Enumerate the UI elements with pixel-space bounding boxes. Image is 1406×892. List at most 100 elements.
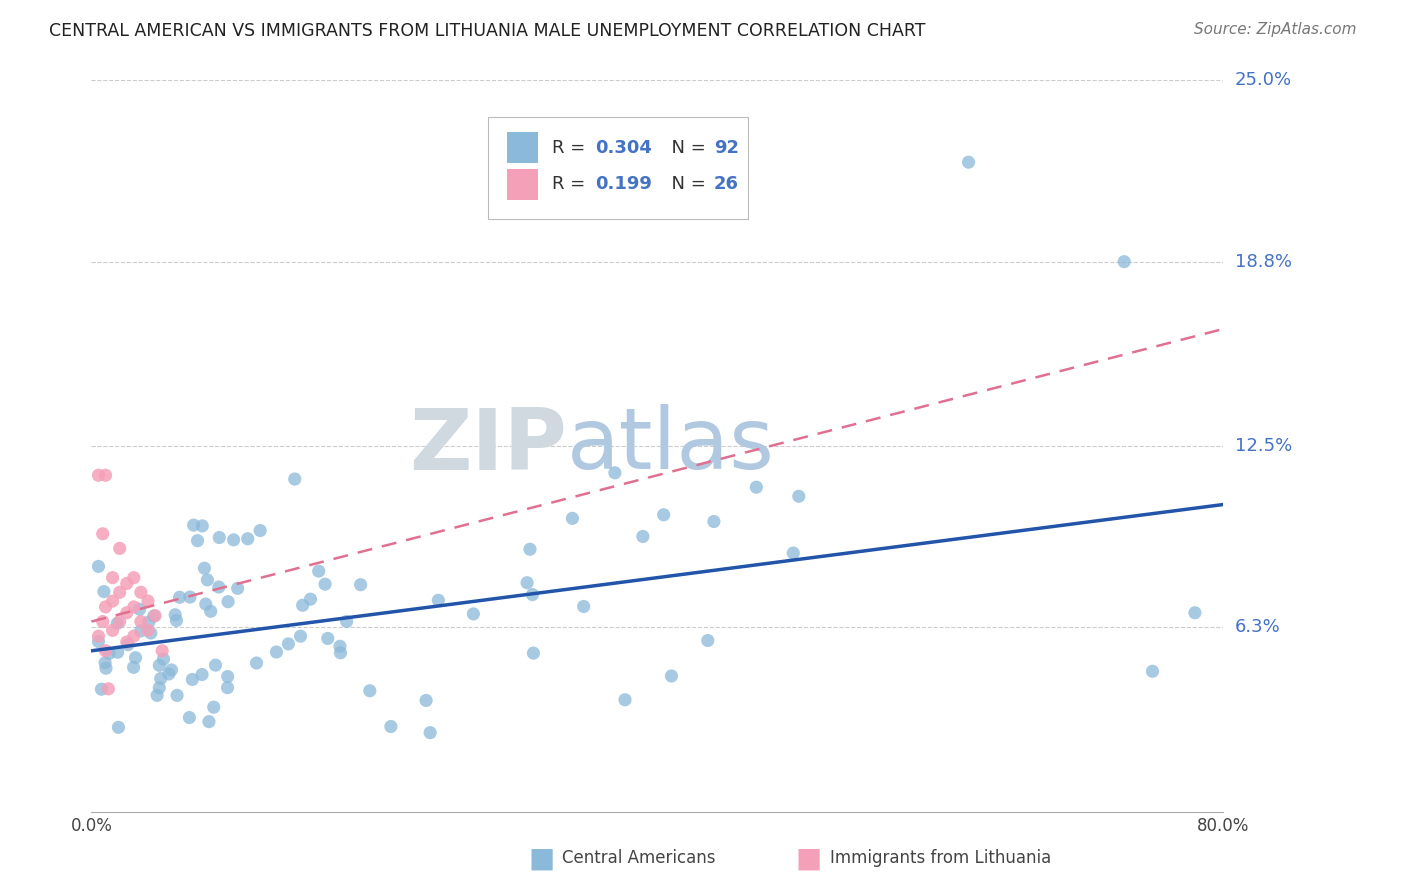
Point (87, 559, 110, 574)
Point (148, 658, 170, 673)
Point (217, 681, 239, 695)
Text: 12.5%: 12.5% (1234, 437, 1292, 455)
Text: N =: N = (659, 175, 711, 194)
Point (94, 644, 117, 658)
Text: N =: N = (659, 138, 711, 157)
Point (226, 582, 249, 596)
Point (359, 683, 381, 698)
Point (157, 667, 180, 681)
Point (128, 602, 150, 616)
Point (614, 693, 637, 707)
Point (572, 599, 595, 614)
Point (91, 615, 114, 629)
Point (150, 644, 173, 658)
Point (124, 650, 146, 665)
Point (200, 604, 222, 618)
Point (202, 700, 225, 714)
Point (290, 629, 312, 643)
Point (661, 669, 683, 683)
Text: 92: 92 (714, 138, 740, 157)
Point (179, 710, 201, 724)
Point (94, 661, 117, 675)
Point (217, 669, 239, 683)
Point (1114, 254, 1136, 268)
Point (87, 629, 110, 643)
Point (336, 615, 359, 629)
Text: 0.304: 0.304 (595, 138, 652, 157)
Point (101, 571, 124, 585)
Point (299, 592, 322, 607)
Point (142, 609, 165, 624)
Point (191, 519, 214, 533)
Point (222, 533, 245, 547)
Point (329, 646, 352, 660)
Point (90, 682, 112, 697)
Point (696, 633, 718, 648)
Point (380, 720, 402, 734)
Point (427, 593, 450, 607)
Text: 0.199: 0.199 (595, 175, 652, 194)
Point (108, 541, 131, 556)
Point (138, 615, 160, 629)
Point (957, 155, 980, 169)
Point (516, 575, 538, 590)
Point (160, 663, 183, 677)
Point (291, 599, 314, 613)
Point (314, 577, 336, 591)
Point (415, 693, 437, 707)
Point (108, 585, 131, 599)
Text: R =: R = (553, 175, 596, 194)
Point (208, 580, 231, 594)
Point (101, 594, 124, 608)
Point (217, 595, 239, 609)
Point (165, 607, 187, 622)
Point (122, 571, 145, 585)
Point (195, 573, 218, 587)
Point (284, 472, 307, 486)
Text: ■: ■ (796, 844, 821, 872)
Point (193, 561, 215, 575)
Text: 25.0%: 25.0% (1234, 71, 1292, 89)
Point (115, 635, 138, 649)
Text: CENTRAL AMERICAN VS IMMIGRANTS FROM LITHUANIA MALE UNEMPLOYMENT CORRELATION CHAR: CENTRAL AMERICAN VS IMMIGRANTS FROM LITH… (49, 22, 925, 40)
Point (122, 599, 145, 614)
Point (194, 597, 217, 611)
Point (122, 629, 145, 643)
Point (183, 518, 205, 533)
Point (236, 532, 259, 546)
Point (179, 590, 201, 604)
Point (146, 688, 169, 702)
Point (329, 640, 352, 654)
Point (522, 646, 544, 660)
Point (129, 624, 152, 638)
Point (94, 468, 117, 483)
Point (316, 632, 339, 646)
Point (101, 624, 124, 638)
Point (787, 489, 810, 503)
Point (129, 585, 152, 599)
Point (181, 673, 204, 687)
Text: 26: 26 (714, 175, 740, 194)
Bar (506, 132, 538, 163)
Point (208, 531, 231, 545)
Point (87, 634, 110, 648)
Point (419, 725, 441, 739)
Point (245, 656, 267, 670)
Point (97, 681, 120, 696)
Point (93, 584, 115, 599)
Point (136, 594, 159, 608)
Point (143, 608, 166, 623)
Point (115, 606, 138, 620)
Point (652, 508, 675, 522)
Point (91, 526, 114, 541)
Point (117, 638, 139, 652)
Point (603, 466, 626, 480)
Point (204, 658, 226, 673)
Text: ZIP: ZIP (409, 404, 567, 488)
Point (105, 616, 128, 631)
FancyBboxPatch shape (488, 117, 748, 219)
Point (139, 626, 162, 640)
Point (745, 480, 768, 494)
Text: ■: ■ (529, 844, 554, 872)
Point (148, 681, 170, 695)
